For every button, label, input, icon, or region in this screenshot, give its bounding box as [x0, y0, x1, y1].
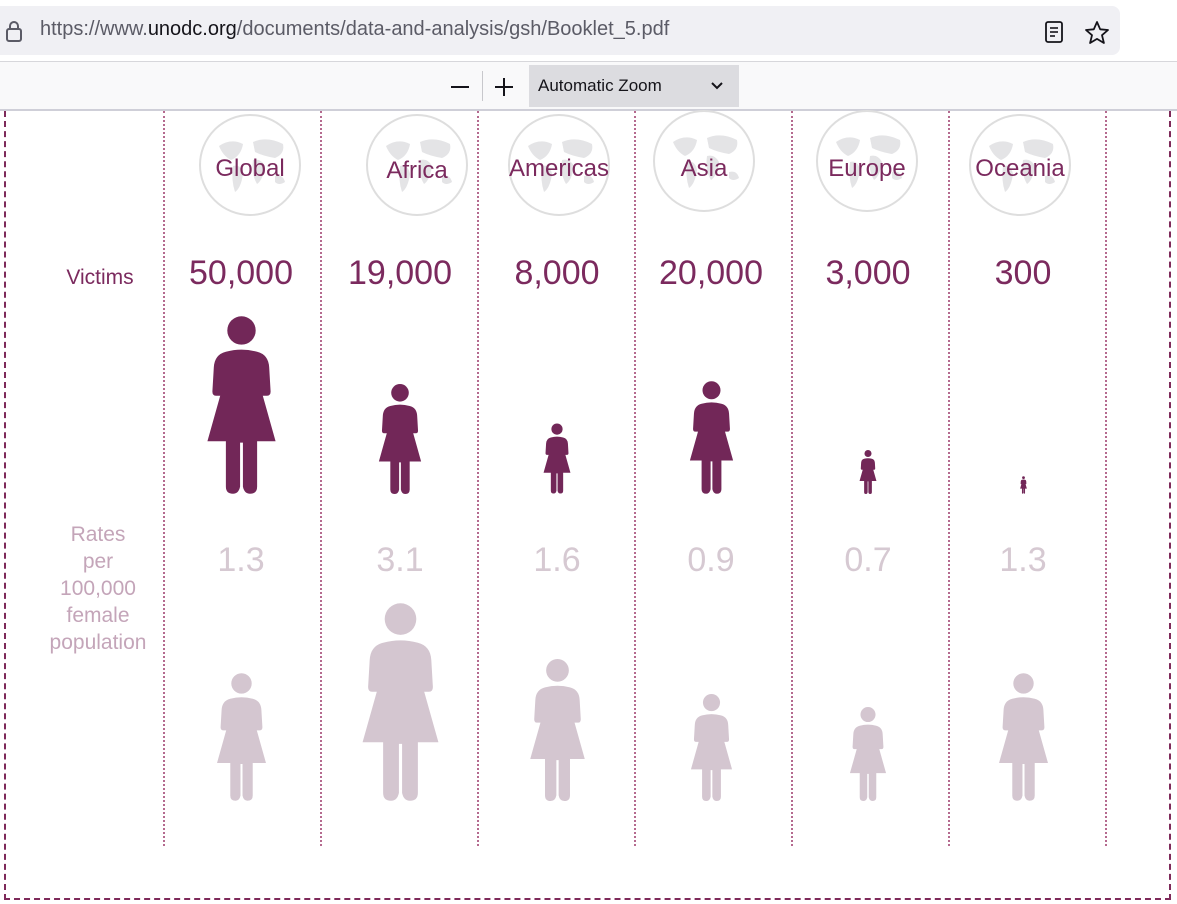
globe-icon [199, 114, 301, 216]
url-host: unodc.org [147, 18, 237, 40]
region-name: Africa [386, 157, 448, 184]
column-divider [791, 111, 793, 846]
victims-value: 19,000 [348, 254, 452, 292]
globe-icon [969, 114, 1071, 216]
column-divider [948, 111, 950, 846]
rates-label-line: Rates [70, 523, 126, 546]
column-divider [477, 111, 479, 846]
globe-icon [366, 114, 468, 216]
rate-figure-icon [849, 707, 887, 801]
pdf-page: Victims Rates per 100,000 female populat… [0, 110, 1177, 904]
pdf-toolbar: Automatic Zoom [0, 61, 1177, 111]
rate-value: 0.9 [687, 541, 735, 579]
rates-label-line: female [66, 604, 130, 627]
reader-view-icon[interactable] [1043, 21, 1065, 43]
page-frame-bottom [4, 898, 1171, 900]
zoom-select[interactable]: Automatic Zoom [529, 65, 739, 107]
victims-row-label: Victims [66, 266, 134, 289]
url-bar[interactable]: https://www.unodc.org/documents/data-and… [0, 6, 1120, 55]
page-frame-left [4, 111, 6, 900]
rate-figure-icon [362, 603, 438, 801]
rate-value: 1.6 [533, 541, 581, 579]
region-name: Global [215, 155, 285, 182]
globe-icon [653, 110, 755, 212]
world-map-icon [528, 139, 594, 192]
chevron-down-icon [711, 82, 723, 90]
rates-label-line: per [82, 550, 114, 573]
url-text[interactable]: https://www.unodc.org/documents/data-and… [40, 18, 669, 41]
victims-figure-icon [378, 384, 422, 494]
world-map-icon [836, 135, 902, 188]
victims-value: 8,000 [514, 254, 600, 292]
victims-figure-icon [543, 423, 571, 494]
url-path: /documents/data-and-analysis/gsh/Booklet… [236, 18, 670, 40]
rates-row-label: Rates per 100,000 female population [38, 521, 158, 656]
zoom-select-value: Automatic Zoom [538, 76, 662, 95]
region-name: Oceania [975, 155, 1065, 182]
toolbar-separator [482, 71, 483, 101]
lock-icon[interactable] [4, 19, 24, 43]
victims-value: 3,000 [825, 254, 911, 292]
globe-icon [508, 114, 610, 216]
globe-icon [816, 110, 918, 212]
victims-value: 20,000 [659, 254, 763, 292]
address-bar-row: https://www.unodc.org/documents/data-and… [0, 0, 1177, 62]
rate-figure-icon [998, 673, 1048, 801]
region-name: Americas [508, 155, 610, 182]
victims-figure-icon [1019, 476, 1027, 494]
rate-value: 0.7 [844, 541, 892, 579]
region-name: Europe [828, 155, 906, 182]
plus-icon[interactable] [490, 74, 518, 100]
column-divider [320, 111, 322, 846]
rate-figure-icon [690, 694, 732, 801]
rate-figure-icon [216, 673, 266, 801]
url-prefix: https://www. [40, 18, 148, 40]
rate-value: 3.1 [376, 541, 424, 579]
victims-value: 50,000 [189, 254, 293, 292]
rates-label-line: population [49, 631, 147, 654]
rate-figure-icon [529, 659, 585, 801]
star-icon[interactable] [1084, 20, 1110, 46]
victims-value: 300 [994, 254, 1052, 292]
world-map-icon [989, 139, 1055, 192]
rate-value: 1.3 [999, 541, 1047, 579]
world-map-icon [673, 135, 739, 188]
column-divider [1105, 111, 1107, 846]
column-divider [634, 111, 636, 846]
minus-icon[interactable] [446, 74, 474, 100]
column-divider [163, 111, 165, 846]
victims-figure-icon [859, 450, 877, 494]
rates-label-line: 100,000 [60, 577, 136, 600]
world-map-icon [219, 139, 285, 192]
victims-figure-icon [689, 381, 733, 494]
victims-figure-icon [206, 316, 276, 494]
world-map-icon [386, 139, 452, 192]
region-name: Asia [680, 155, 728, 182]
rate-value: 1.3 [217, 541, 265, 579]
page-frame-right [1169, 111, 1171, 900]
